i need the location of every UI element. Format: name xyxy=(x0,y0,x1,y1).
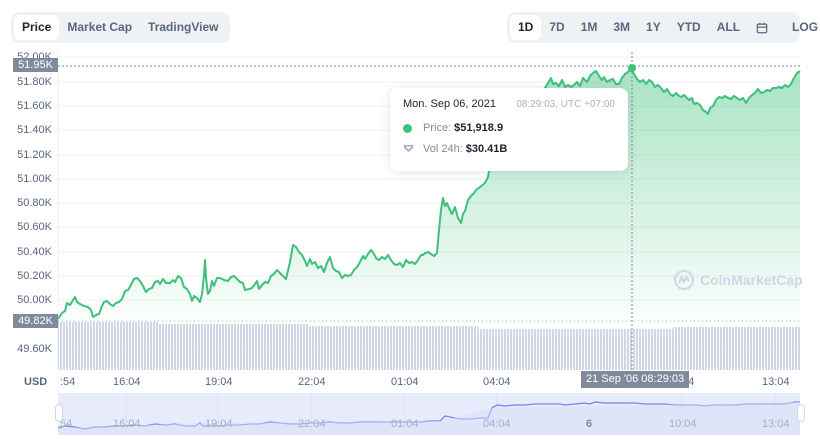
y-label-51200: 51.20K xyxy=(17,149,52,161)
nav-label-1: 16:04 xyxy=(113,418,141,430)
time-range-tabs: 1D 7D 1M 3M 1Y YTD ALL LOG xyxy=(507,12,818,43)
x-label-2: 19:04 xyxy=(205,376,233,388)
y-low-tag: 49.82K xyxy=(13,314,58,328)
price-dot-icon xyxy=(403,123,412,133)
x-label-0: :54 xyxy=(60,376,76,388)
y-label-50000: 50.00K xyxy=(17,294,52,306)
range-1d[interactable]: 1D xyxy=(510,15,542,40)
x-label-3: 22:04 xyxy=(298,376,326,388)
range-ytd[interactable]: YTD xyxy=(676,20,701,34)
nav-label-7: 10:04 xyxy=(669,418,697,430)
tooltip-time: 08:29:03, UTC +07:00 xyxy=(516,99,615,110)
tab-market-cap[interactable]: Market Cap xyxy=(67,20,133,34)
nav-label-3: 22:04 xyxy=(298,418,326,430)
watermark-text: CoinMarketCap xyxy=(700,272,803,288)
x-label-1: 16:04 xyxy=(113,376,141,388)
y-label-51400: 51.40K xyxy=(17,124,52,136)
y-hover-tag: 51.95K xyxy=(13,58,58,72)
coinmarketcap-logo-icon xyxy=(674,270,694,290)
navigator-right-handle[interactable] xyxy=(797,404,805,422)
tooltip-price-label: Price: xyxy=(423,122,452,134)
y-label-51000: 51.00K xyxy=(17,173,52,185)
tooltip-vol-value: $30.41B xyxy=(465,143,508,155)
tooltip-date: Mon. Sep 06, 2021 xyxy=(403,98,496,110)
currency-label: USD xyxy=(24,376,48,388)
tab-price[interactable]: Price xyxy=(14,15,60,40)
tooltip-price-value: $51,918.9 xyxy=(454,122,504,134)
watermark: CoinMarketCap xyxy=(673,269,803,291)
calendar-button[interactable] xyxy=(748,15,776,40)
y-label-51800: 51.80K xyxy=(17,76,52,88)
price-line xyxy=(57,67,801,320)
y-label-51600: 51.60K xyxy=(17,100,52,112)
range-3m[interactable]: 3M xyxy=(613,20,631,34)
range-7d[interactable]: 7D xyxy=(549,20,565,34)
navigator-left-handle[interactable] xyxy=(55,404,63,422)
nav-label-4: 01:04 xyxy=(391,418,419,430)
nav-label-2: 19:04 xyxy=(205,418,233,430)
nav-label-0: 54 xyxy=(60,418,73,430)
y-label-50800: 50.80K xyxy=(17,197,52,209)
calendar-icon xyxy=(756,22,768,33)
tooltip-vol-label: Vol 24h: xyxy=(423,143,463,155)
range-1m[interactable]: 1M xyxy=(580,20,598,34)
volume-icon xyxy=(404,145,413,152)
chart-type-tabs: Price Market Cap TradingView xyxy=(11,12,230,43)
nav-label-6: 6 xyxy=(586,418,593,430)
tab-trading-view[interactable]: TradingView xyxy=(148,20,219,34)
y-label-50600: 50.60K xyxy=(17,221,52,233)
y-label-49600: 49.60K xyxy=(17,343,52,355)
x-label-5: 04:04 xyxy=(483,376,511,388)
volume-bars xyxy=(58,322,800,370)
range-1y[interactable]: 1Y xyxy=(646,20,661,34)
navigator-area xyxy=(58,402,800,435)
x-label-7: 13:04 xyxy=(762,376,790,388)
price-tooltip: Mon. Sep 06, 2021 08:29:03, UTC +07:00 P… xyxy=(390,88,628,171)
x-label-4: 01:04 xyxy=(391,376,419,388)
log-scale-toggle[interactable]: LOG xyxy=(792,20,819,34)
x-hover-tag: 21 Sep '06 08:29:03 xyxy=(581,371,690,388)
range-all[interactable]: ALL xyxy=(716,20,741,34)
hover-point xyxy=(628,64,636,72)
nav-label-8: 13:04 xyxy=(762,418,790,430)
y-label-50200: 50.20K xyxy=(17,270,52,282)
y-label-50400: 50.40K xyxy=(17,246,52,258)
nav-label-5: 04:04 xyxy=(483,418,511,430)
